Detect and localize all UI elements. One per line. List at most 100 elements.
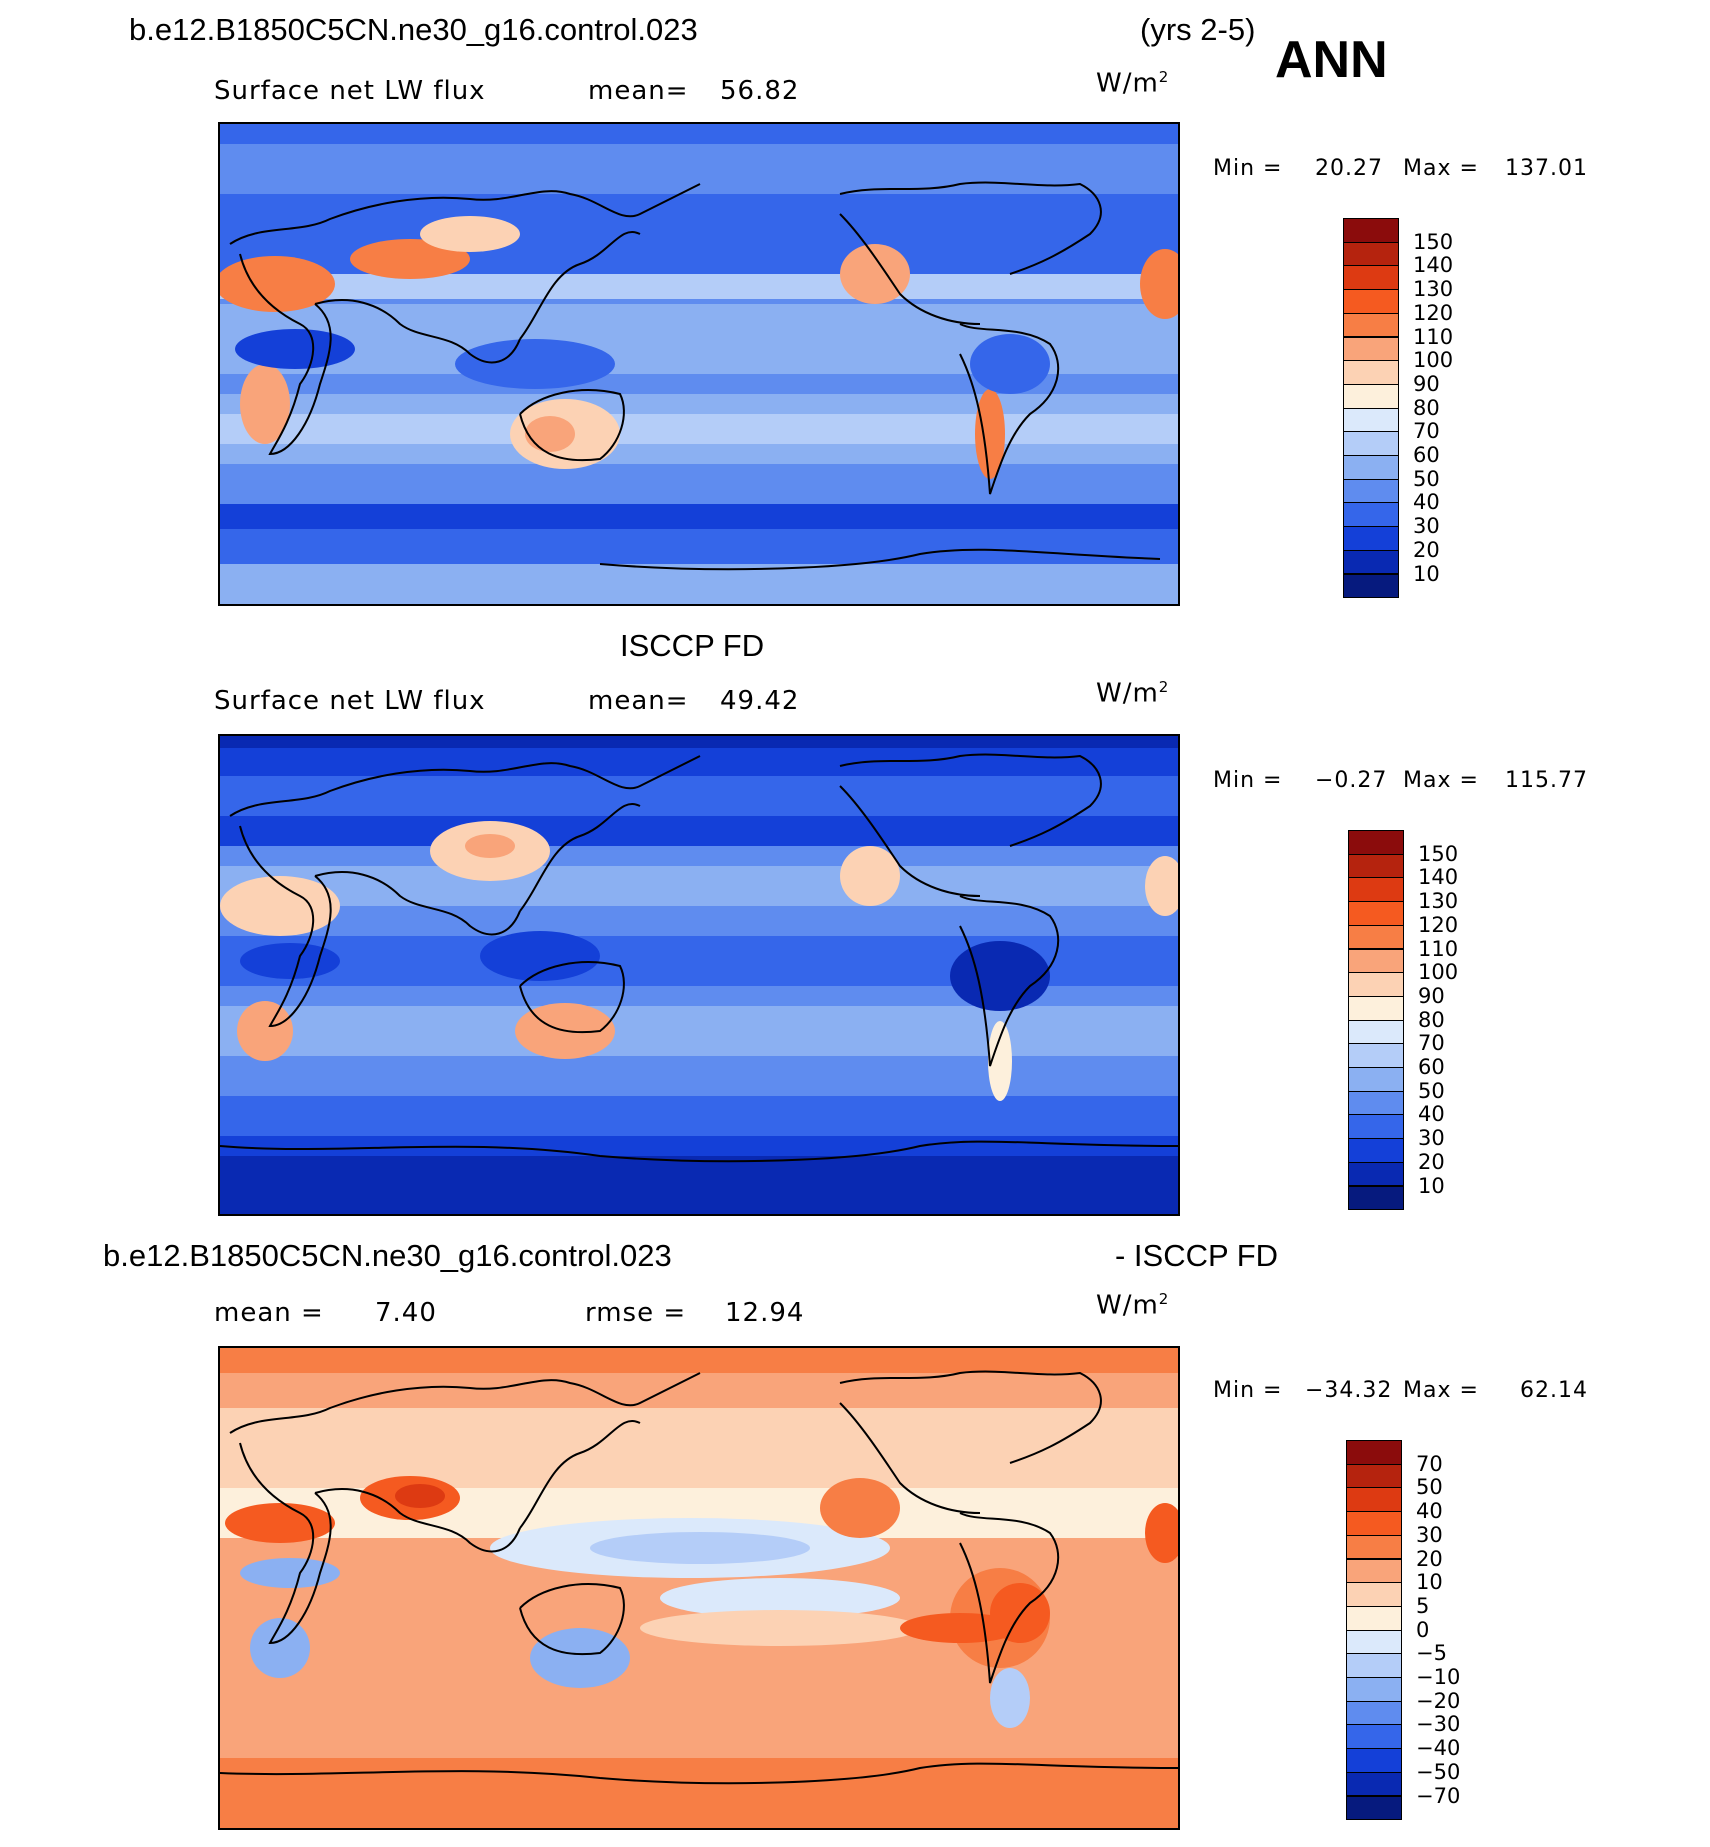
colorbar-label: −70: [1416, 1783, 1461, 1808]
panel1-mean-value: 56.82: [720, 76, 800, 106]
colorbar-label: 80: [1418, 1007, 1445, 1032]
colorbar-cell: [1348, 1161, 1404, 1187]
colorbar-cell: [1343, 573, 1399, 599]
colorbar-cell: [1343, 218, 1399, 243]
colorbar-cell: [1348, 1019, 1404, 1045]
colorbar-cell: [1343, 312, 1399, 338]
colorbar-cell: [1343, 289, 1399, 314]
colorbar-cell: [1348, 1043, 1404, 1068]
panel3-title-left: b.e12.B1850C5CN.ne30_g16.control.023: [103, 1238, 672, 1273]
colorbar-label: 20: [1416, 1546, 1443, 1571]
colorbar-cell: [1343, 336, 1399, 362]
colorbar-label: 70: [1413, 419, 1440, 444]
colorbar-label: 50: [1418, 1078, 1445, 1103]
colorbar-cell: [1346, 1605, 1402, 1631]
colorbar-cell: [1348, 972, 1404, 997]
panel3-rmse-value: 12.94: [725, 1298, 805, 1328]
colorbar-cell: [1346, 1795, 1402, 1821]
panel2-map-svg: [220, 736, 1178, 1214]
colorbar-label: 90: [1418, 983, 1445, 1008]
colorbar-cell: [1346, 1558, 1402, 1584]
panel1-max-label: Max =: [1403, 156, 1479, 181]
panel3-map-svg: [220, 1348, 1178, 1828]
colorbar-cell: [1346, 1440, 1402, 1465]
colorbar-label: 110: [1418, 936, 1459, 961]
colorbar-label: 130: [1413, 277, 1454, 302]
colorbar-label: 70: [1418, 1031, 1445, 1056]
colorbar-cell: [1346, 1629, 1402, 1655]
colorbar-cell: [1348, 948, 1404, 974]
colorbar-label: 30: [1416, 1522, 1443, 1547]
colorbar-cell: [1348, 901, 1404, 926]
colorbar-cell: [1348, 995, 1404, 1021]
colorbar-cell: [1346, 1511, 1402, 1536]
panel2-variable: Surface net LW flux: [214, 686, 486, 716]
colorbar-cell: [1343, 431, 1399, 456]
colorbar-cell: [1343, 478, 1399, 504]
panel3-max-value: 62.14: [1520, 1378, 1588, 1403]
panel3-max-label: Max =: [1403, 1378, 1479, 1403]
panel1-max-value: 137.01: [1505, 156, 1588, 181]
colorbar-label: 30: [1413, 514, 1440, 539]
panel3-mean-value: 7.40: [375, 1298, 437, 1328]
panel3-map: [218, 1346, 1180, 1830]
colorbar-label: 0: [1416, 1617, 1430, 1642]
colorbar-label: 140: [1413, 253, 1454, 278]
colorbar-cell: [1343, 407, 1399, 433]
colorbar-cell: [1348, 924, 1404, 950]
colorbar-cell: [1346, 1724, 1402, 1750]
colorbar-label: 80: [1413, 395, 1440, 420]
colorbar-cell: [1343, 360, 1399, 385]
colorbar-cell: [1348, 1090, 1404, 1116]
colorbar-cell: [1343, 549, 1399, 575]
panel1-variable: Surface net LW flux: [214, 76, 486, 106]
colorbar-label: 40: [1418, 1102, 1445, 1127]
colorbar-label: −40: [1416, 1736, 1461, 1761]
colorbar-label: 20: [1418, 1149, 1445, 1174]
season-label: ANN: [1275, 31, 1388, 89]
panel2-min-label: Min =: [1213, 768, 1283, 793]
panel1-mean-label: mean=: [588, 76, 689, 106]
colorbar-label: 130: [1418, 889, 1459, 914]
colorbar-label: 100: [1413, 348, 1454, 373]
colorbar-cell: [1343, 383, 1399, 409]
panel3-units: W/m2: [1096, 1290, 1170, 1321]
panel3-rmse-label: rmse =: [585, 1298, 687, 1328]
colorbar-cell: [1343, 526, 1399, 551]
colorbar-cell: [1343, 502, 1399, 528]
colorbar-label: −10: [1416, 1665, 1461, 1689]
colorbar-label: −30: [1416, 1712, 1461, 1737]
colorbar-cell: [1346, 1748, 1402, 1773]
colorbar-label: 150: [1418, 841, 1459, 866]
colorbar-cell: [1346, 1653, 1402, 1678]
colorbar-cell: [1343, 265, 1399, 291]
colorbar-cell: [1348, 1114, 1404, 1140]
panel3-min-value: −34.32: [1305, 1378, 1393, 1403]
years-label: (yrs 2-5): [1140, 12, 1256, 47]
colorbar-label: 10: [1413, 561, 1440, 586]
colorbar-cell: [1343, 455, 1399, 480]
colorbar-label: 40: [1413, 490, 1440, 515]
panel1-min-value: 20.27: [1315, 156, 1383, 181]
colorbar-label: 100: [1418, 960, 1459, 985]
colorbar-label: 60: [1413, 443, 1440, 467]
colorbar-cell: [1348, 1067, 1404, 1092]
colorbar-cell: [1346, 1463, 1402, 1489]
colorbar-label: 60: [1418, 1055, 1445, 1079]
colorbar-label: 150: [1413, 229, 1454, 254]
colorbar-cell: [1346, 1771, 1402, 1797]
colorbar-label: 120: [1418, 912, 1459, 937]
panel2-max-label: Max =: [1403, 768, 1479, 793]
colorbar-label: 30: [1418, 1126, 1445, 1151]
colorbar-cell: [1348, 1185, 1404, 1211]
panel3-min-label: Min =: [1213, 1378, 1283, 1403]
colorbar-cell: [1348, 1138, 1404, 1163]
panel3-mean-label: mean =: [214, 1298, 324, 1328]
colorbar-label: 10: [1418, 1173, 1445, 1198]
colorbar-label: −50: [1416, 1759, 1461, 1784]
colorbar-cell: [1346, 1487, 1402, 1513]
colorbar-label: 90: [1413, 371, 1440, 396]
panel2-mean-value: 49.42: [720, 686, 800, 716]
colorbar-cell: [1346, 1677, 1402, 1702]
colorbar-label: 140: [1418, 865, 1459, 890]
